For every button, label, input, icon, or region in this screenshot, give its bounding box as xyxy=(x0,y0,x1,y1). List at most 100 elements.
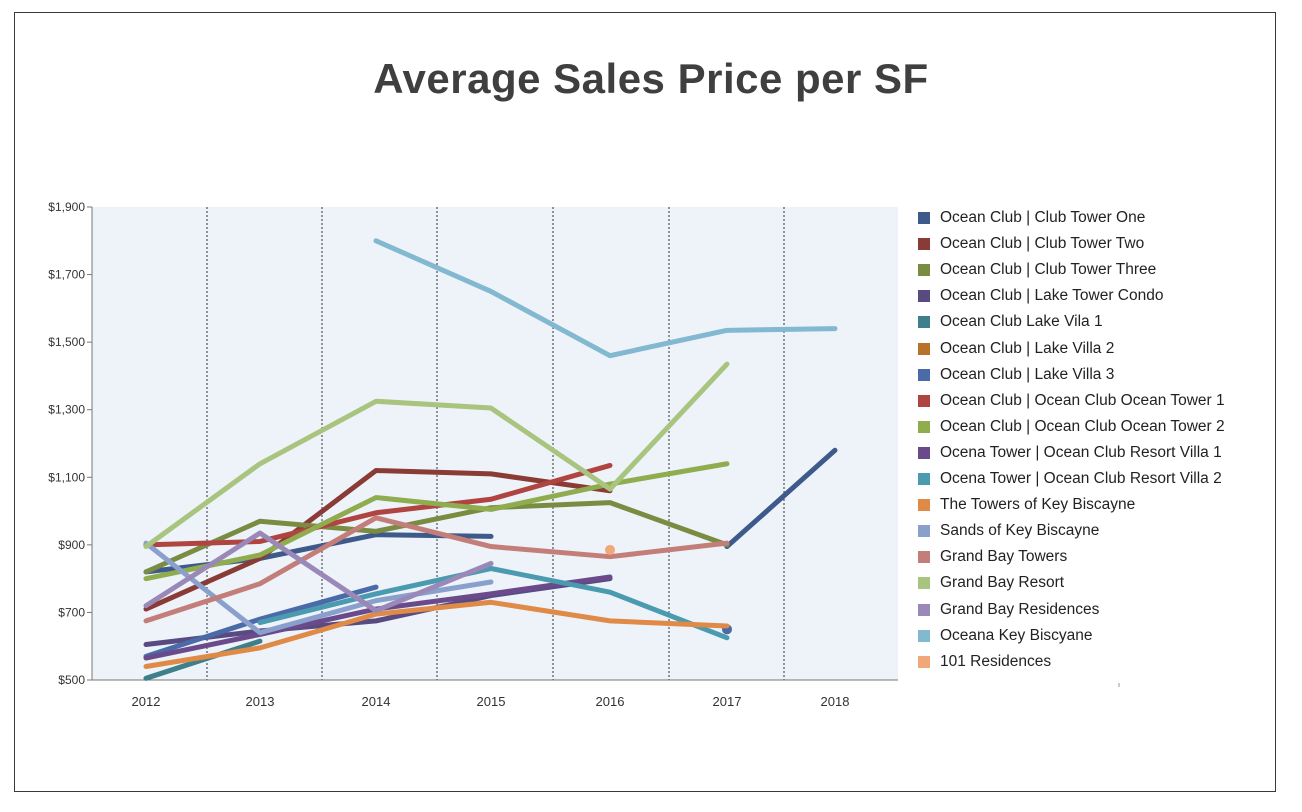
y-tick-label: $900 xyxy=(58,538,85,552)
legend-swatch xyxy=(918,342,930,355)
plot-area xyxy=(92,207,898,680)
legend-label: Grand Bay Towers xyxy=(940,548,1068,566)
chart-title: Average Sales Price per SF xyxy=(373,55,929,102)
legend-swatch xyxy=(918,551,930,564)
series-ocena-tower-ocean-club-resort-villa-2 xyxy=(257,566,730,641)
legend-label: The Towers of Key Biscayne xyxy=(940,496,1136,514)
legend-swatch xyxy=(918,394,930,407)
legend-label: Ocean Club | Lake Villa 3 xyxy=(940,365,1115,383)
legend-swatch xyxy=(918,629,930,642)
series-line xyxy=(143,361,730,550)
y-tick-label: $1,100 xyxy=(48,470,85,484)
series-line xyxy=(143,530,494,614)
legend-label: Ocean Club | Ocean Club Ocean Tower 2 xyxy=(940,417,1225,435)
legend-label: Grand Bay Residences xyxy=(940,600,1100,618)
y-tick-label: $1,500 xyxy=(48,335,85,349)
legend-label: Ocean Club | Lake Villa 2 xyxy=(940,339,1115,357)
legend-entry: Ocean Club | Lake Tower Condo xyxy=(918,286,1163,306)
x-axis: 2012 2013 2014 2015 2016 2017 2018 xyxy=(92,679,898,709)
legend-swatch xyxy=(918,264,930,277)
legend-entry: Ocean Club | Lake Villa 2 xyxy=(918,339,1114,359)
legend-entry: Ocean Club | Club Tower One xyxy=(918,208,1145,228)
series-sands-of-key-biscayne xyxy=(143,540,494,636)
x-tick-label: 2018 xyxy=(821,694,850,709)
legend-entry: Ocean Club Lake Vila 1 xyxy=(918,312,1103,332)
legend-entry: Grand Bay Resort xyxy=(918,573,1064,593)
y-tick-label: $500 xyxy=(58,673,85,687)
series-the-towers-of-key-biscayne xyxy=(143,599,730,669)
legend-swatch xyxy=(918,655,930,668)
series-grand-bay-towers xyxy=(143,515,730,624)
legend-label: Ocean Club | Ocean Club Ocean Tower 1 xyxy=(940,391,1225,409)
legend-swatch xyxy=(918,420,930,433)
legend-entry: Ocean Club | Lake Villa 3 xyxy=(918,365,1114,385)
data-point xyxy=(605,544,615,555)
series-ocean-club-lake-vila-1 xyxy=(143,638,263,681)
x-tick-label: 2013 xyxy=(246,694,275,709)
legend-entry: Ocean Club | Ocean Club Ocean Tower 1 xyxy=(918,391,1225,411)
legend-label: Ocena Tower | Ocean Club Resort Villa 2 xyxy=(940,470,1222,487)
legend-entry: Ocena Tower | Ocean Club Resort Villa 2 xyxy=(918,469,1222,489)
series-line xyxy=(257,566,730,641)
legend-swatch xyxy=(918,212,930,224)
series-line xyxy=(143,468,613,612)
legend-entry: Sands of Key Biscayne xyxy=(918,521,1099,541)
series-line xyxy=(143,584,379,659)
y-tick-label: $700 xyxy=(58,605,85,619)
series-grand-bay-residences xyxy=(143,530,494,614)
year-separators xyxy=(206,207,785,680)
legend-label: Ocean Club | Lake Tower Condo xyxy=(940,287,1164,305)
legend-entry: 101 Residences xyxy=(918,652,1051,672)
legend-swatch xyxy=(918,499,930,512)
x-tick-label: 2014 xyxy=(362,694,391,709)
legend-swatch xyxy=(918,316,930,329)
legend-entry: Ocena Tower | Ocean Club Resort Villa 1 xyxy=(918,443,1222,463)
legend-swatch xyxy=(918,473,930,485)
series-line xyxy=(143,462,613,548)
legend-swatch xyxy=(918,368,930,381)
legend-label: 101 Residences xyxy=(940,652,1052,670)
legend-entry: The Towers of Key Biscayne xyxy=(918,495,1135,515)
legend-entry: Oceana Key Biscyane xyxy=(918,626,1093,646)
series-ocean-club-club-tower-three xyxy=(143,500,730,575)
series-ocean-club-ocean-club-ocean-tower-1 xyxy=(143,462,613,548)
legend-label: Ocean Club | Club Tower Three xyxy=(940,261,1157,279)
legend-label: Ocena Tower | Ocean Club Resort Villa 1 xyxy=(940,443,1222,461)
series-line xyxy=(143,461,730,582)
legend-entry: Ocean Club | Club Tower Two xyxy=(918,234,1144,254)
legend-label: Oceana Key Biscyane xyxy=(940,626,1093,644)
legend-label: Grand Bay Resort xyxy=(940,574,1065,592)
y-axis: $500 $700 $900 $1,100 $1,300 $1,500 $1,700 $1,9… xyxy=(48,200,93,687)
x-tick-label: 2015 xyxy=(477,694,506,709)
series-ocean-club-ocean-club-ocean-tower-2 xyxy=(143,461,730,582)
legend-swatch xyxy=(918,603,930,616)
series-group xyxy=(143,238,838,681)
series-grand-bay-resort xyxy=(143,361,730,550)
legend-label: Ocean Club | Club Tower Two xyxy=(940,235,1145,253)
series-line xyxy=(143,638,263,681)
series-line xyxy=(143,599,730,669)
y-tick-label: $1,300 xyxy=(48,403,85,417)
legend-label: Sands of Key Biscayne xyxy=(940,522,1100,540)
y-tick-label: $1,700 xyxy=(48,268,85,282)
series-101-residences xyxy=(605,544,615,555)
x-tick-label: 2012 xyxy=(132,694,161,709)
series-line xyxy=(143,500,730,575)
legend-entry: Ocean Club | Ocean Club Ocean Tower 2 xyxy=(918,417,1225,437)
legend-swatch xyxy=(918,577,930,590)
series-ocean-club-club-tower-two xyxy=(143,468,613,612)
legend-swatch xyxy=(918,290,930,303)
legend-entry: Ocean Club | Club Tower Three xyxy=(918,260,1156,280)
legend-label: Ocean Club | Club Tower One xyxy=(940,209,1146,226)
legend-label: Ocean Club Lake Vila 1 xyxy=(940,313,1103,331)
legend-swatch xyxy=(918,238,930,251)
series-oceana-key-biscyane xyxy=(373,238,838,359)
legend-swatch xyxy=(918,525,930,538)
legend-entry: Grand Bay Residences xyxy=(918,600,1099,620)
y-tick-label: $1,900 xyxy=(48,200,85,214)
x-tick-label: 2017 xyxy=(713,694,742,709)
x-tick-label: 2016 xyxy=(596,694,625,709)
legend-entry: Grand Bay Towers xyxy=(918,547,1067,567)
series-line xyxy=(143,515,730,624)
